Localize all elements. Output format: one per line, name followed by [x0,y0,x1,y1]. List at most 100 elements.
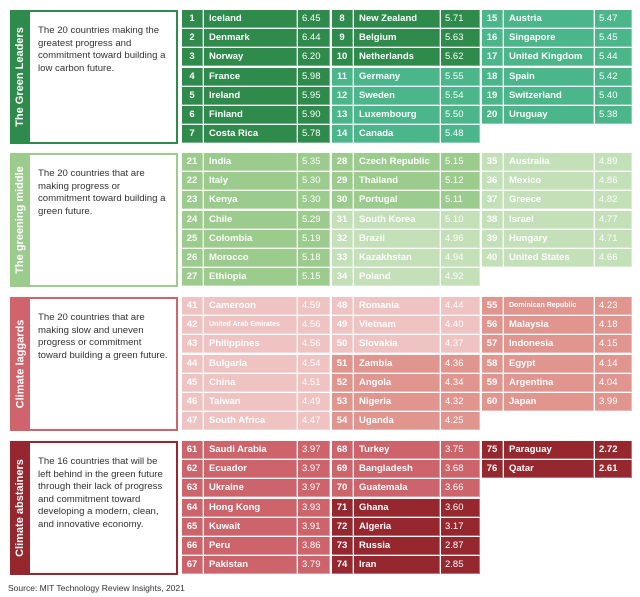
country-rank: 36 [482,172,503,191]
country-name: Austria [504,10,594,28]
country-score: 5.62 [441,48,480,67]
country-name: New Zealand [354,10,440,28]
country-rank: 56 [482,316,503,335]
country-score: 5.90 [298,106,330,124]
country-name: South Africa [204,412,297,431]
section-label: The Green Leaders [10,10,30,145]
country-score: 5.30 [298,172,330,191]
country-score: 4.25 [441,412,480,431]
section-description: The 20 countries that are making slow an… [30,297,178,432]
country-score: 3.97 [298,460,330,479]
country-rank: 59 [482,373,503,392]
country-score: 4.94 [441,249,480,267]
country-name: China [204,373,297,392]
country-name: Angola [354,373,440,392]
country-score: 5.30 [298,191,330,210]
country-score: 5.54 [441,86,480,105]
country-score: 4.96 [441,229,480,248]
country-score: 3.86 [298,537,330,555]
country-name: Malaysia [504,316,594,335]
country-score: 4.47 [298,412,330,431]
country-rank: 54 [332,412,353,431]
country-score: 5.19 [298,229,330,248]
country-score: 5.55 [441,67,480,86]
country-name: South Korea [354,210,440,229]
country-score: 4.77 [595,210,632,229]
country-name: India [204,153,297,171]
country-score: 5.48 [441,125,480,144]
section-description: The 20 countries that are making progres… [30,153,178,288]
country-name: Ecuador [204,460,297,479]
country-name: Kuwait [204,517,297,536]
country-name: Hungary [504,229,594,248]
country-rank: 50 [332,335,353,354]
country-score: 4.92 [441,268,480,287]
country-rank: 40 [482,249,503,267]
country-rank: 11 [332,67,353,86]
country-score: 4.32 [441,393,480,411]
country-score: 5.47 [595,10,632,28]
country-name: Finland [204,106,297,124]
section-climate-abstainers: Climate abstainers The 16 countries that … [10,441,632,576]
country-rank: 69 [332,460,353,479]
country-rank: 3 [182,48,203,67]
country-rank: 12 [332,86,353,105]
section-description: The 20 countries making the greatest pro… [30,10,178,145]
country-name: Singapore [504,29,594,48]
country-rank: 30 [332,191,353,210]
country-rank: 41 [182,297,203,315]
country-name: Portugal [354,191,440,210]
country-name: Poland [354,268,440,287]
country-name: Morocco [204,249,297,267]
country-rank: 24 [182,210,203,229]
country-score: 5.45 [595,29,632,48]
country-rank: 4 [182,67,203,86]
country-name: Qatar [504,460,594,479]
country-score: 4.34 [441,373,480,392]
country-rank: 47 [182,412,203,431]
country-name: Ireland [204,86,297,105]
country-name: Vietnam [354,316,440,335]
country-name: Chile [204,210,297,229]
country-rank: 27 [182,268,203,287]
country-score: 3.60 [441,498,480,517]
country-score: 6.45 [298,10,330,28]
country-rank: 42 [182,316,203,335]
country-rank: 43 [182,335,203,354]
country-score: 4.86 [595,172,632,191]
country-rank: 33 [332,249,353,267]
country-name: Guatemala [354,479,440,498]
country-rank: 7 [182,125,203,144]
country-rank: 19 [482,86,503,105]
section-label-text: The greening middle [14,166,27,274]
country-name: Dominican Republic [504,297,594,315]
country-score: 4.36 [441,354,480,373]
country-score: 5.15 [298,268,330,287]
country-score: 3.75 [441,441,480,459]
country-rank: 13 [332,106,353,124]
country-name: Romania [354,297,440,315]
country-rank: 18 [482,67,503,86]
section-label-text: Climate laggards [14,319,27,409]
country-score: 4.56 [298,335,330,354]
country-rank: 1 [182,10,203,28]
country-score: 4.15 [595,335,632,354]
country-score: 4.40 [441,316,480,335]
country-score: 5.29 [298,210,330,229]
country-rank: 75 [482,441,503,459]
country-score: 5.38 [595,106,632,124]
country-name: Sweden [354,86,440,105]
country-rank: 51 [332,354,353,373]
country-name: Germany [354,67,440,86]
country-rank: 34 [332,268,353,287]
country-name: Hong Kong [204,498,297,517]
country-rank: 29 [332,172,353,191]
country-name: Turkey [354,441,440,459]
country-rank: 57 [482,335,503,354]
country-name: Uganda [354,412,440,431]
country-rank: 32 [332,229,353,248]
section-label: Climate abstainers [10,441,30,576]
country-name: Paraguay [504,441,594,459]
country-score: 2.72 [595,441,632,459]
country-rank: 14 [332,125,353,144]
